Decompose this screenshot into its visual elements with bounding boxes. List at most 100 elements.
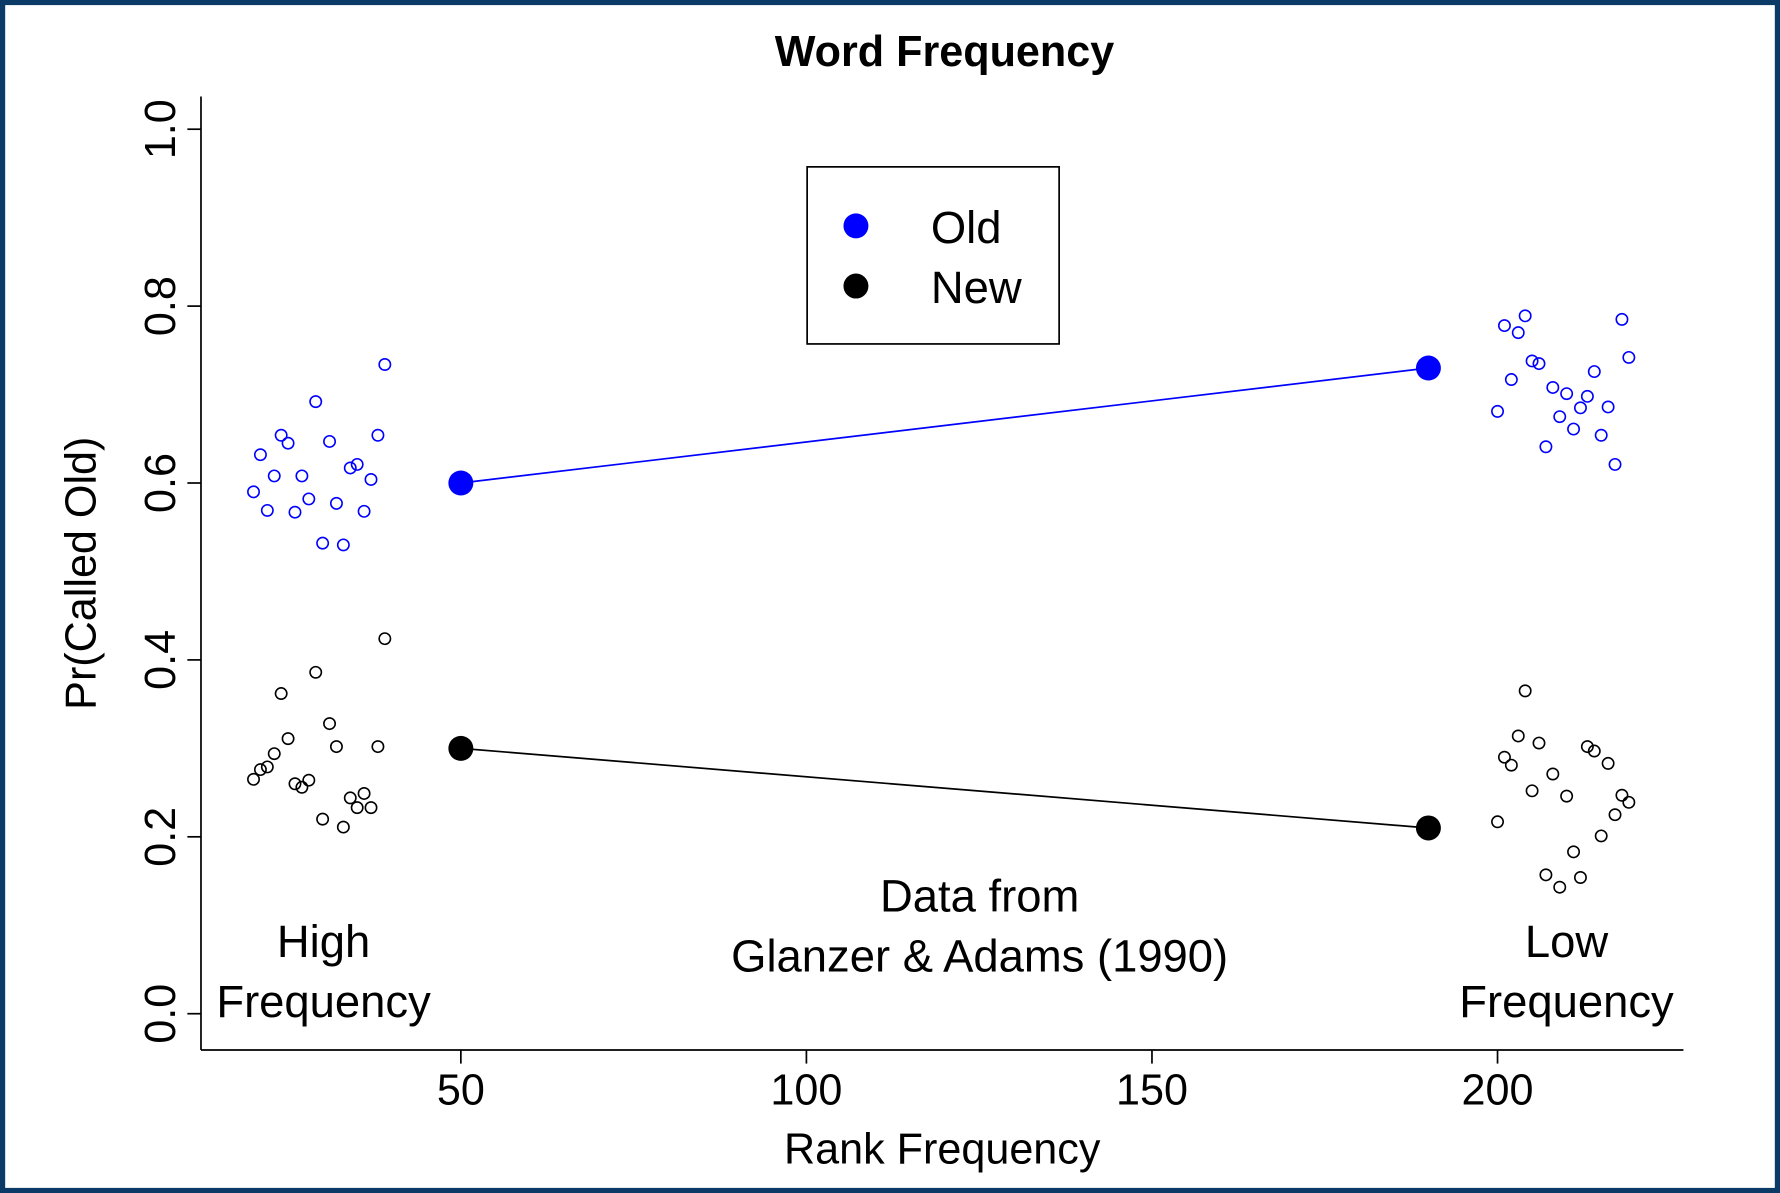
jitter-point (274, 687, 288, 700)
jitter-point (1573, 401, 1587, 415)
jitter-point (1497, 750, 1511, 764)
jitter-point (329, 496, 343, 510)
jitter-point (343, 461, 357, 475)
y-axis-label: Pr(Called Old) (57, 437, 105, 710)
jitter-point (281, 732, 295, 746)
jitter-point (1580, 740, 1594, 754)
jitter-point (1622, 350, 1636, 364)
jitter-point (274, 428, 288, 442)
x-tick-label: 200 (1462, 1066, 1534, 1114)
jitter-point (295, 780, 309, 794)
jitter-point (1567, 422, 1581, 436)
jitter-point (1525, 784, 1539, 798)
jitter-point (1491, 815, 1505, 829)
jitter-point (364, 473, 378, 486)
mean-point (448, 470, 474, 496)
jitter-point (343, 791, 357, 805)
jitter-point (1608, 457, 1622, 471)
jitter-point (302, 773, 316, 787)
mean-point (448, 735, 474, 761)
jitter-point (1539, 440, 1553, 454)
jitter-point (1504, 373, 1518, 386)
jitter-point (1553, 880, 1567, 894)
jitter-point (371, 740, 385, 754)
jitter-point (1594, 428, 1608, 442)
jitter-point (309, 665, 323, 679)
jitter-point (260, 760, 274, 774)
jitter-point (336, 820, 350, 834)
jitter-point (288, 505, 302, 519)
jitter-point (1525, 354, 1539, 368)
jitter-point (1497, 319, 1511, 333)
legend-label: Old (931, 202, 1002, 253)
jitter-point (371, 428, 385, 442)
jitter-point (1546, 381, 1560, 394)
jitter-point (323, 717, 337, 731)
jitter-point (1601, 400, 1615, 414)
legend-box (806, 166, 1060, 345)
plot-area (247, 309, 1636, 894)
jitter-point (1587, 744, 1601, 758)
x-tick-label: 50 (437, 1066, 485, 1114)
y-tick-label: 0.8 (137, 276, 185, 336)
jitter-point (1608, 808, 1622, 822)
jitter-point (350, 457, 364, 471)
jitter-point (260, 503, 274, 517)
jitter-point (378, 632, 392, 646)
annotation: Low (1525, 916, 1608, 967)
x-tick-label: 100 (770, 1066, 842, 1114)
jitter-point (1580, 389, 1594, 403)
legend-label: New (931, 262, 1022, 313)
legend-marker (843, 213, 869, 239)
jitter-point (329, 740, 343, 754)
jitter-point (1518, 684, 1532, 698)
y-tick-label: 0.2 (137, 807, 185, 867)
legend-marker (843, 273, 869, 299)
annotation: Data from (880, 870, 1079, 921)
jitter-point (357, 787, 371, 800)
annotation: Frequency (1459, 976, 1674, 1027)
jitter-point (288, 777, 302, 791)
jitter-point (1560, 789, 1574, 803)
jitter-point (1491, 404, 1505, 418)
chart-title: Word Frequency (775, 28, 1114, 76)
jitter-point (1518, 309, 1532, 323)
jitter-point (1511, 326, 1525, 340)
jitter-point (336, 538, 350, 552)
jitter-point (281, 436, 295, 450)
jitter-point (247, 485, 260, 499)
jitter-point (1587, 365, 1601, 379)
jitter-point (378, 358, 392, 371)
jitter-point (1615, 312, 1629, 326)
jitter-point (364, 801, 378, 815)
jitter-point (1532, 357, 1546, 371)
y-tick-label: 1.0 (137, 99, 185, 159)
mean-point (1415, 815, 1441, 841)
x-axis-label: Rank Frequency (784, 1125, 1101, 1173)
jitter-point (1553, 410, 1567, 424)
jitter-point (350, 801, 364, 815)
jitter-point (316, 536, 330, 550)
jitter-point (323, 434, 337, 448)
jitter-point (267, 469, 281, 483)
jitter-point (316, 812, 330, 826)
jitter-point (253, 448, 267, 462)
jitter-point (1511, 729, 1525, 743)
jitter-point (1573, 871, 1587, 884)
y-tick-label: 0.6 (137, 453, 185, 513)
series-line (460, 747, 1429, 829)
jitter-point (357, 504, 371, 518)
annotation: Glanzer & Adams (1990) (731, 931, 1228, 982)
mean-point (1415, 355, 1441, 381)
y-tick-label: 0.4 (137, 630, 185, 690)
jitter-point (267, 747, 281, 761)
jitter-point (1539, 868, 1553, 882)
jitter-point (1504, 758, 1518, 772)
jitter-point (1567, 845, 1581, 859)
jitter-point (1546, 767, 1560, 781)
jitter-point (1560, 387, 1574, 401)
jitter-point (253, 763, 267, 777)
jitter-point (1622, 795, 1636, 809)
